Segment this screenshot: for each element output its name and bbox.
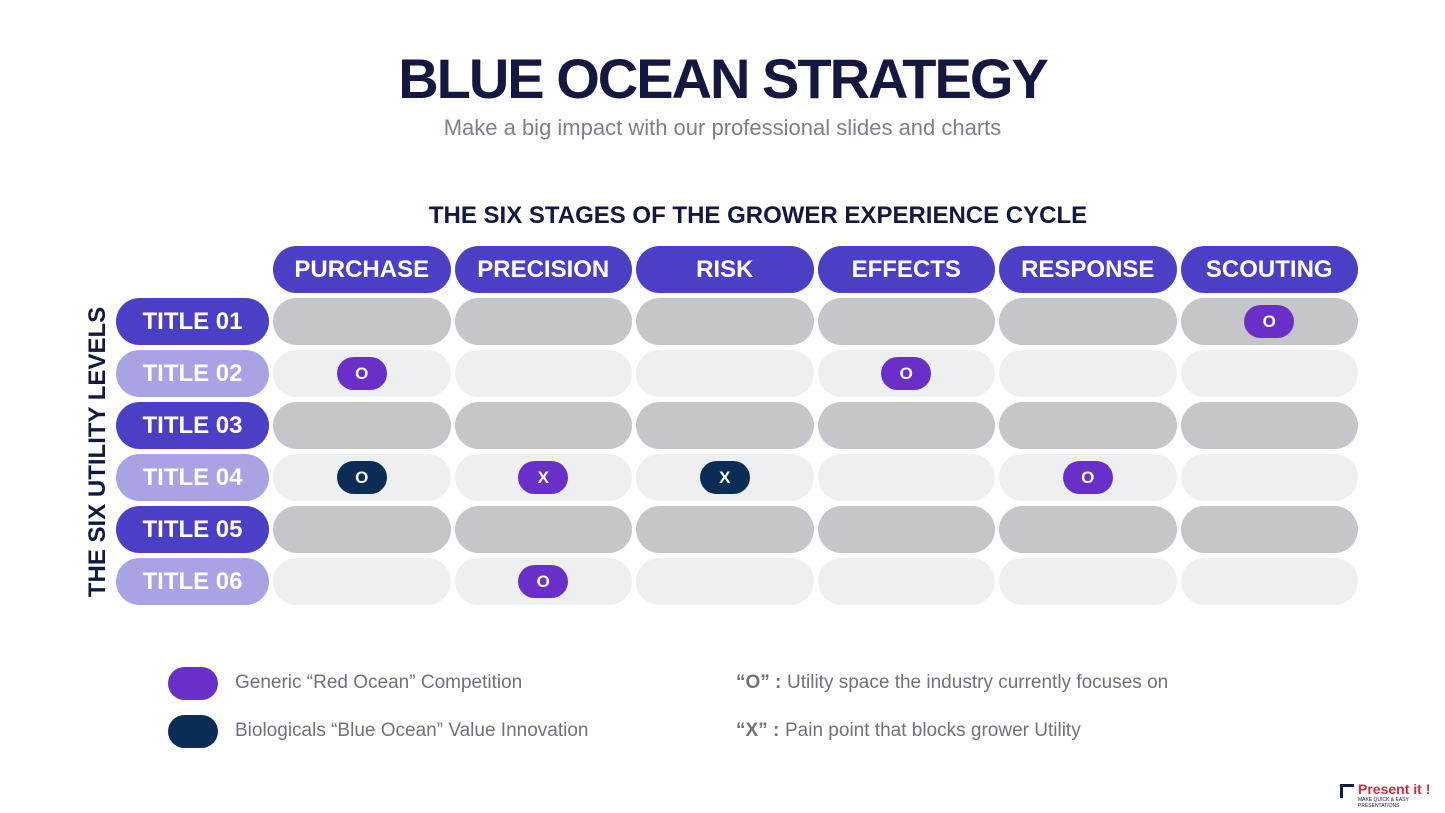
- title: BLUE OCEAN STRATEGY: [398, 47, 1049, 110]
- row-label: TITLE 02: [116, 350, 269, 397]
- grid-title: THE SIX STAGES OF THE GROWER EXPERIENCE …: [428, 202, 1088, 229]
- cell: [273, 402, 451, 449]
- cell: [999, 558, 1177, 605]
- cell: [454, 506, 632, 553]
- column-header: PRECISION: [454, 246, 632, 293]
- cell-marker: O: [336, 461, 387, 494]
- subtitle: Make a big impact with our professional …: [443, 115, 1002, 140]
- cell: [1180, 454, 1358, 501]
- cell: [636, 350, 814, 397]
- note-key: “X” :: [736, 720, 780, 741]
- cell: [999, 350, 1177, 397]
- cell-marker: O: [518, 565, 569, 598]
- cell: [817, 298, 995, 345]
- cell: [1180, 350, 1358, 397]
- cell: [1180, 506, 1358, 553]
- legend-text: Biologicals “Blue Ocean” Value Innovatio…: [235, 720, 589, 741]
- cell: [273, 558, 451, 605]
- cell: [1180, 558, 1358, 605]
- cell: [636, 298, 814, 345]
- legend-swatch: [168, 667, 218, 700]
- cell: [817, 454, 995, 501]
- legend-swatch: [168, 715, 218, 748]
- cell: [1180, 402, 1358, 449]
- cell: [273, 506, 451, 553]
- cell-marker: O: [336, 357, 387, 390]
- cell: [999, 298, 1177, 345]
- row-label: TITLE 05: [116, 506, 269, 553]
- note-key: “O” :: [736, 672, 782, 693]
- column-header: PURCHASE: [273, 246, 451, 293]
- cell: [454, 350, 632, 397]
- cell: [999, 506, 1177, 553]
- column-header: RESPONSE: [999, 246, 1177, 293]
- row-label: TITLE 04: [116, 454, 269, 501]
- cell: [817, 506, 995, 553]
- logo-tagline: MAKE QUICK & EASY PRESENTATIONS: [1358, 797, 1409, 809]
- cell: [636, 558, 814, 605]
- row-label: TITLE 03: [116, 402, 269, 449]
- cell: [454, 298, 632, 345]
- column-header: RISK: [636, 246, 814, 293]
- cell-marker: X: [699, 461, 750, 494]
- cell: [817, 402, 995, 449]
- legend-text: Generic “Red Ocean” Competition: [235, 672, 523, 693]
- row-axis-label: THE SIX UTILITY LEVELS: [84, 306, 111, 598]
- row-label: TITLE 06: [116, 558, 269, 605]
- cell: [273, 298, 451, 345]
- logo-icon: [1340, 784, 1354, 798]
- cell-marker: O: [1244, 305, 1295, 338]
- logo-name: Present it !: [1358, 781, 1431, 797]
- note-text: Pain point that blocks grower Utility: [785, 720, 1081, 741]
- cell: [636, 402, 814, 449]
- column-header: SCOUTING: [1180, 246, 1358, 293]
- cell: [999, 402, 1177, 449]
- cell-marker: X: [518, 461, 569, 494]
- column-header: EFFECTS: [817, 246, 995, 293]
- note-text: Utility space the industry currently foc…: [787, 672, 1169, 693]
- cell: [454, 402, 632, 449]
- row-label: TITLE 01: [116, 298, 269, 345]
- cell: [817, 558, 995, 605]
- cell: [636, 506, 814, 553]
- cell-marker: O: [881, 357, 932, 390]
- cell-marker: O: [1062, 461, 1113, 494]
